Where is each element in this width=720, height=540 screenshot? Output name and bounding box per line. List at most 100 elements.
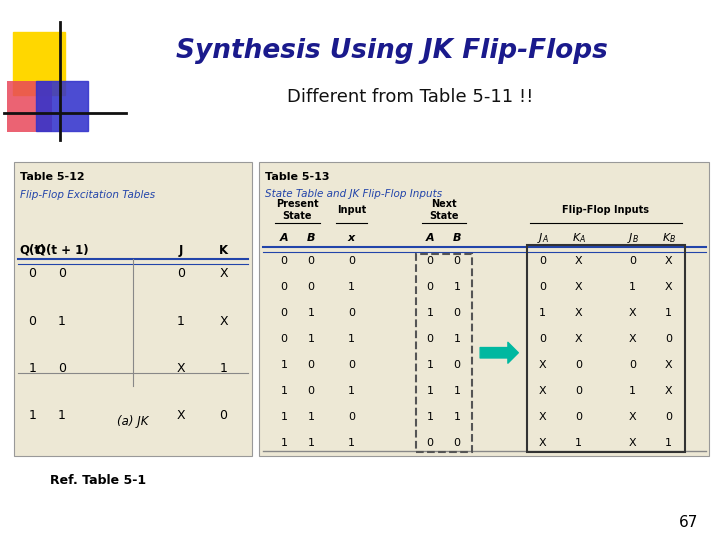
Text: X: X <box>575 282 582 292</box>
Text: X: X <box>629 308 636 318</box>
Text: 0: 0 <box>307 386 315 396</box>
Text: 0: 0 <box>539 334 546 344</box>
Text: X: X <box>665 282 672 292</box>
Bar <box>527 245 685 452</box>
Text: X: X <box>629 334 636 344</box>
Bar <box>259 162 709 456</box>
Text: Synthesis Using JK Flip-Flops: Synthesis Using JK Flip-Flops <box>176 38 608 64</box>
Text: 1: 1 <box>539 308 546 318</box>
Text: 0: 0 <box>575 360 582 370</box>
Text: 1: 1 <box>665 438 672 448</box>
Text: $K_B$: $K_B$ <box>662 232 676 245</box>
Text: X: X <box>575 256 582 266</box>
Text: X: X <box>575 308 582 318</box>
Text: A: A <box>279 233 288 244</box>
Text: $J_A$: $J_A$ <box>537 232 549 245</box>
Text: 0: 0 <box>176 267 185 280</box>
Text: 1: 1 <box>629 386 636 396</box>
Text: 1: 1 <box>28 362 36 375</box>
Text: 1: 1 <box>454 412 461 422</box>
Text: 0: 0 <box>575 386 582 396</box>
Text: 1: 1 <box>307 334 315 344</box>
Text: 1: 1 <box>28 409 36 422</box>
Text: 0: 0 <box>348 412 355 422</box>
Text: 0: 0 <box>665 412 672 422</box>
Text: 0: 0 <box>58 362 66 375</box>
Bar <box>13 32 65 94</box>
Text: 0: 0 <box>28 267 36 280</box>
Text: 1: 1 <box>307 308 315 318</box>
Text: 0: 0 <box>539 282 546 292</box>
Text: 0: 0 <box>348 360 355 370</box>
Text: 0: 0 <box>427 282 433 292</box>
Text: 0: 0 <box>307 282 315 292</box>
Text: Table 5-13: Table 5-13 <box>265 172 330 182</box>
Text: Q(t + 1): Q(t + 1) <box>35 244 89 256</box>
Text: 0: 0 <box>454 256 461 266</box>
Text: 1: 1 <box>665 308 672 318</box>
Text: 1: 1 <box>58 315 66 328</box>
Text: Next
State: Next State <box>429 199 459 221</box>
Text: X: X <box>539 412 546 422</box>
Text: K: K <box>219 244 228 256</box>
Text: 0: 0 <box>539 256 546 266</box>
Bar <box>14 162 252 456</box>
Text: B: B <box>453 233 462 244</box>
Text: 1: 1 <box>348 438 355 448</box>
Text: 0: 0 <box>427 256 433 266</box>
Text: $J_B$: $J_B$ <box>626 232 639 245</box>
Text: $K_A$: $K_A$ <box>572 232 586 245</box>
Text: 0: 0 <box>307 256 315 266</box>
Text: X: X <box>176 409 185 422</box>
Text: 0: 0 <box>281 282 287 292</box>
Text: 1: 1 <box>427 360 433 370</box>
Text: 1: 1 <box>281 360 287 370</box>
Text: 0: 0 <box>454 360 461 370</box>
Text: 0: 0 <box>427 334 433 344</box>
Text: 0: 0 <box>575 412 582 422</box>
Text: X: X <box>539 386 546 396</box>
Text: X: X <box>539 360 546 370</box>
Text: 1: 1 <box>281 386 287 396</box>
Text: 0: 0 <box>665 334 672 344</box>
Text: 1: 1 <box>220 362 228 375</box>
Text: X: X <box>665 386 672 396</box>
Text: Flip-Flop Excitation Tables: Flip-Flop Excitation Tables <box>20 190 156 200</box>
Text: 1: 1 <box>58 409 66 422</box>
Text: Input: Input <box>337 205 366 215</box>
Text: 1: 1 <box>454 334 461 344</box>
Text: 1: 1 <box>427 386 433 396</box>
Text: Table 5-12: Table 5-12 <box>20 172 85 182</box>
Text: J: J <box>179 244 183 256</box>
Text: 1: 1 <box>281 438 287 448</box>
Text: 0: 0 <box>220 409 228 422</box>
Text: 0: 0 <box>629 256 636 266</box>
Text: 1: 1 <box>427 412 433 422</box>
Text: X: X <box>219 267 228 280</box>
Bar <box>416 254 472 452</box>
Text: 0: 0 <box>58 267 66 280</box>
Text: x: x <box>348 233 355 244</box>
Text: 1: 1 <box>454 386 461 396</box>
Text: 0: 0 <box>28 315 36 328</box>
Text: 1: 1 <box>281 412 287 422</box>
Text: 1: 1 <box>454 282 461 292</box>
Text: X: X <box>539 438 546 448</box>
Text: 0: 0 <box>454 308 461 318</box>
Text: 1: 1 <box>307 438 315 448</box>
Text: X: X <box>219 315 228 328</box>
Text: (a) JK: (a) JK <box>117 415 149 428</box>
Text: Different from Table 5-11 !!: Different from Table 5-11 !! <box>287 88 534 106</box>
Text: X: X <box>176 362 185 375</box>
Text: 0: 0 <box>281 308 287 318</box>
Bar <box>7 81 52 132</box>
Text: State Table and JK Flip-Flop Inputs: State Table and JK Flip-Flop Inputs <box>265 189 442 199</box>
Text: 0: 0 <box>454 438 461 448</box>
Text: 1: 1 <box>307 412 315 422</box>
Text: 1: 1 <box>629 282 636 292</box>
Text: 1: 1 <box>348 282 355 292</box>
Text: 1: 1 <box>177 315 184 328</box>
Text: 0: 0 <box>281 334 287 344</box>
Text: 1: 1 <box>348 334 355 344</box>
Text: B: B <box>307 233 315 244</box>
